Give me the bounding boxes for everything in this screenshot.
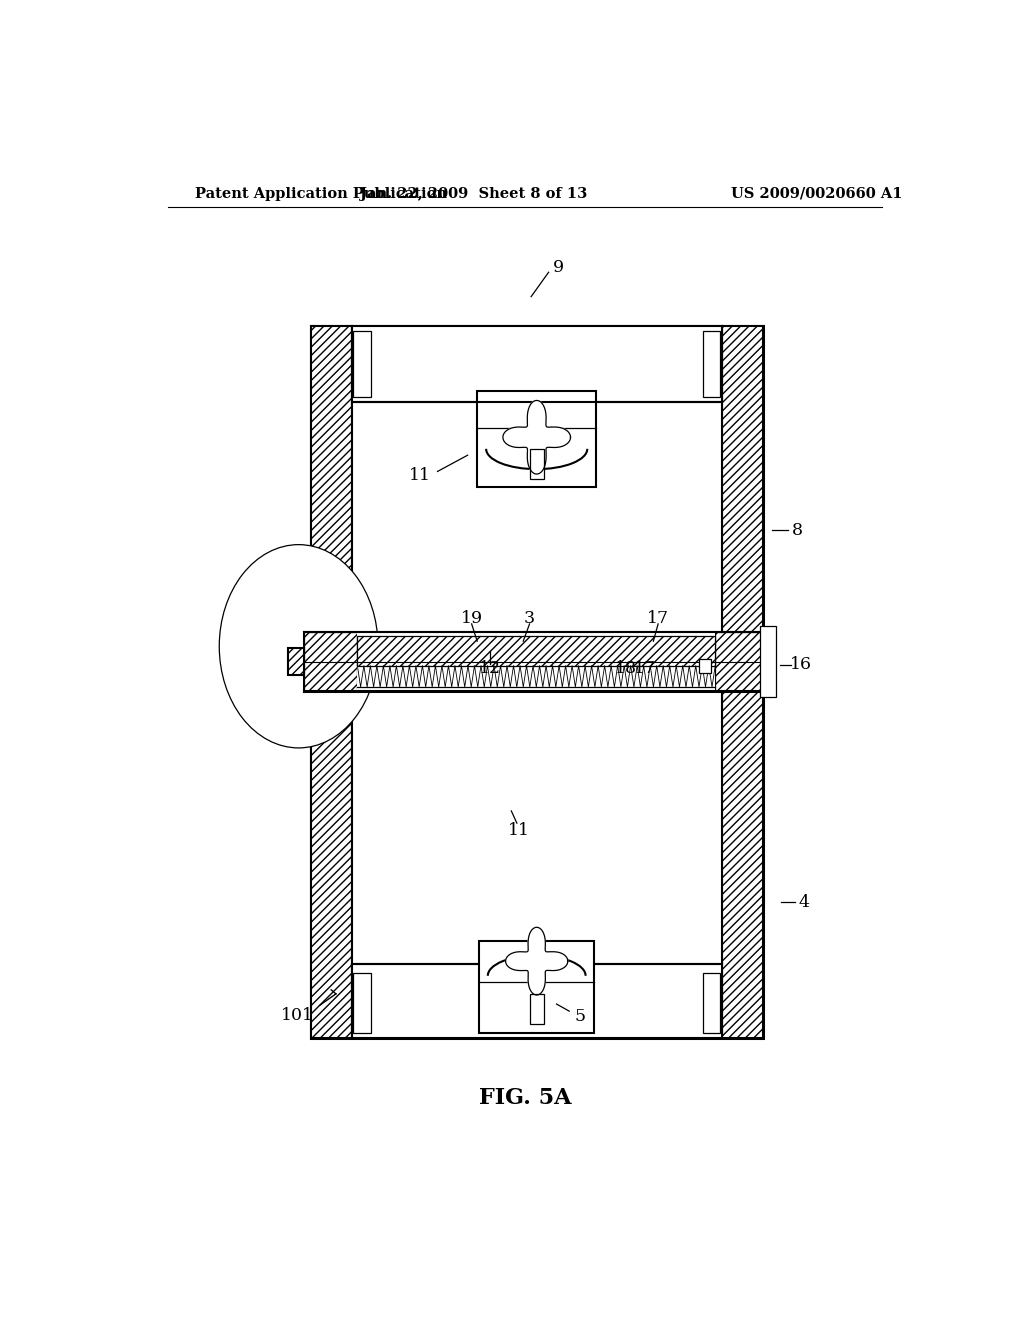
Bar bbox=[699, 659, 712, 673]
Bar bbox=[310, 326, 352, 1038]
Text: 16: 16 bbox=[790, 656, 812, 673]
Polygon shape bbox=[506, 927, 567, 995]
Bar bbox=[529, 994, 544, 1024]
Text: 3: 3 bbox=[524, 610, 536, 627]
Polygon shape bbox=[503, 400, 570, 474]
Text: FIG. 5A: FIG. 5A bbox=[478, 1086, 571, 1109]
Text: 19: 19 bbox=[461, 610, 482, 627]
Text: 17: 17 bbox=[634, 660, 656, 677]
Text: Jan. 22, 2009  Sheet 8 of 13: Jan. 22, 2009 Sheet 8 of 13 bbox=[359, 187, 587, 201]
Text: 101: 101 bbox=[281, 1007, 313, 1024]
Text: 11: 11 bbox=[508, 822, 530, 838]
Bar bbox=[352, 965, 722, 1038]
Text: 9: 9 bbox=[553, 259, 564, 276]
Text: 18: 18 bbox=[615, 660, 637, 677]
Bar bbox=[357, 636, 715, 665]
Text: 8: 8 bbox=[792, 521, 803, 539]
Bar bbox=[352, 326, 722, 1038]
Bar bbox=[353, 331, 371, 397]
Text: 4: 4 bbox=[799, 894, 810, 911]
Bar bbox=[702, 331, 720, 397]
Bar bbox=[352, 326, 722, 403]
Bar bbox=[702, 973, 720, 1032]
Bar bbox=[477, 391, 596, 487]
Text: 11: 11 bbox=[409, 467, 431, 484]
Bar bbox=[529, 449, 544, 479]
Bar bbox=[289, 648, 304, 675]
Bar bbox=[304, 632, 769, 690]
Bar bbox=[310, 326, 763, 1038]
Text: 12: 12 bbox=[479, 660, 501, 677]
Bar bbox=[357, 632, 715, 690]
Bar bbox=[479, 941, 594, 1032]
Bar bbox=[715, 632, 769, 690]
Bar bbox=[722, 326, 763, 1038]
Text: US 2009/0020660 A1: US 2009/0020660 A1 bbox=[731, 187, 902, 201]
Circle shape bbox=[219, 545, 378, 748]
Text: Patent Application Publication: Patent Application Publication bbox=[196, 187, 447, 201]
Text: 17: 17 bbox=[647, 610, 670, 627]
Bar bbox=[353, 973, 371, 1032]
Text: 5: 5 bbox=[574, 1007, 586, 1024]
Bar bbox=[760, 626, 775, 697]
Bar bbox=[304, 632, 357, 690]
